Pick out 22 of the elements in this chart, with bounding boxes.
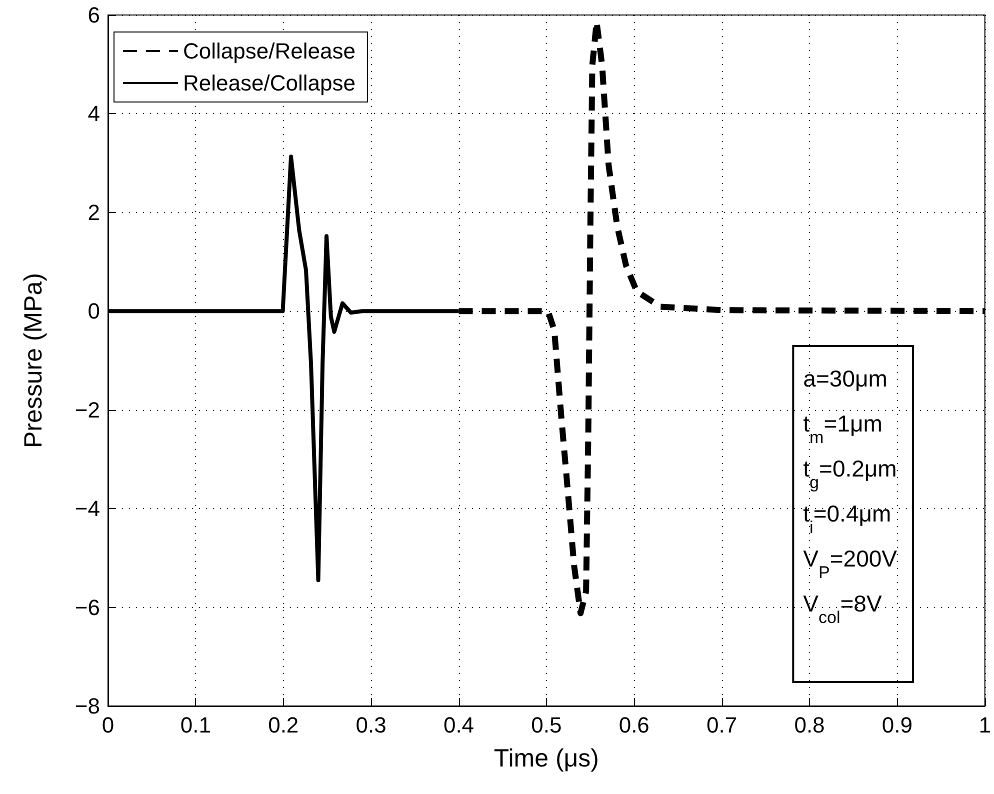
y-tick-label: 4: [88, 101, 100, 126]
y-tick-label: −2: [74, 397, 100, 422]
x-tick-label: 0.2: [268, 712, 299, 738]
y-axis-title: Pressure (MPa): [20, 272, 48, 448]
y-tick-label: −8: [74, 694, 100, 718]
x-tick-label: 0.4: [443, 712, 474, 738]
x-axis-title: Time (μs): [494, 744, 600, 772]
y-tick-label: −4: [74, 496, 100, 522]
legend-label: Collapse/Release: [183, 38, 356, 64]
x-tick-label: 0.8: [794, 712, 825, 738]
y-tick-label: 2: [88, 200, 100, 225]
x-tick-label: 0.6: [618, 712, 650, 738]
x-tick-label: 0.9: [882, 712, 912, 738]
y-tick-label: 0: [88, 298, 100, 324]
y-tick-label: −6: [74, 594, 100, 620]
y-tick-label: 6: [88, 2, 100, 28]
x-tick-label: 1: [978, 712, 992, 738]
x-tick-label: 0.7: [706, 712, 738, 738]
x-tick-label: 0.3: [356, 712, 386, 738]
x-tick-label: 0.5: [531, 712, 562, 738]
legend-label: Release/Collapse: [183, 70, 356, 96]
x-tick-label: 0.1: [180, 712, 211, 738]
